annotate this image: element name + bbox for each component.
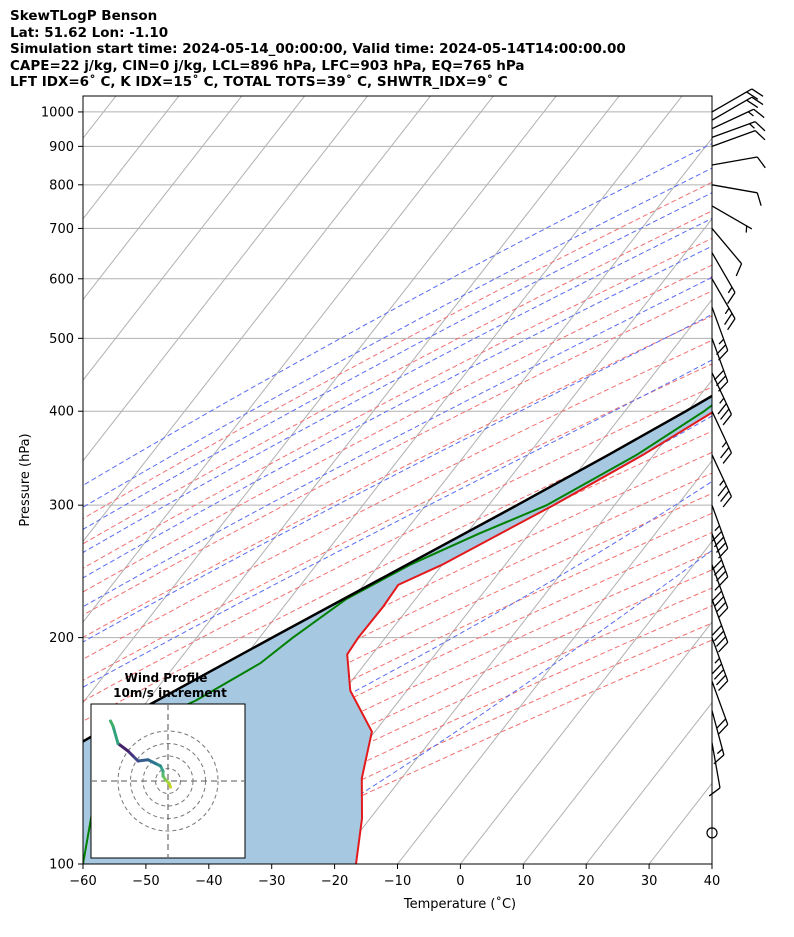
wind-barb	[711, 680, 729, 735]
x-tick-label: −60	[69, 874, 96, 889]
hodograph-segment	[116, 742, 130, 753]
wind-barb	[711, 410, 733, 464]
calm-wind-marker	[706, 827, 718, 839]
x-tick-label: −40	[195, 874, 222, 889]
isotherm-line	[460, 540, 712, 864]
dry-adiabat-line	[83, 512, 712, 816]
y-tick-label: 200	[49, 631, 74, 646]
wind-barb	[711, 88, 764, 113]
dry-adiabat-line	[83, 290, 712, 616]
wind-barb	[711, 156, 766, 169]
temperature-line	[346, 411, 712, 864]
hodograph-segment	[111, 724, 120, 745]
y-tick-label: 1000	[41, 105, 74, 120]
x-axis-label: Temperature (˚C)	[403, 896, 516, 912]
isotherm-line	[83, 96, 431, 543]
isotherm-line	[522, 621, 712, 864]
wind-barb	[711, 372, 733, 426]
chart-header: SkewTLogP Benson Lat: 51.62 Lon: -1.10 S…	[10, 8, 626, 91]
isotherm-line	[83, 96, 243, 301]
dry-adiabat-line	[83, 181, 712, 520]
isotherm-line	[83, 96, 368, 462]
dry-adiabat-line	[83, 264, 712, 593]
dry-adiabat-line	[83, 531, 712, 834]
wind-barb	[711, 96, 764, 121]
wind-barb	[711, 637, 729, 692]
dry-adiabat-line	[83, 339, 712, 660]
wind-barb	[711, 598, 729, 653]
chart-title: SkewTLogP Benson	[10, 8, 158, 24]
moist-adiabat-line	[83, 245, 712, 579]
moist-adiabat-line	[83, 313, 712, 643]
x-tick-label: 0	[456, 874, 464, 889]
x-tick-label: 10	[515, 874, 532, 889]
y-tick-label: 500	[49, 332, 74, 347]
isotherm-line	[83, 96, 306, 381]
moist-adiabat-line	[83, 276, 712, 608]
isotherm-line	[83, 96, 494, 623]
moist-adiabat-line	[83, 217, 712, 554]
wind-barbs	[706, 88, 766, 839]
axes: −60 −50 −40 −30 −20 −10 0 10 20 30 40 1000 900 800 700…	[41, 105, 720, 889]
moist-adiabat-line	[83, 192, 712, 530]
wind-barb	[711, 108, 765, 130]
wind-barb	[708, 742, 721, 797]
hodograph-segment	[109, 719, 115, 728]
y-axis-label: Pressure (hPa)	[18, 433, 33, 526]
dry-adiabat-line	[83, 408, 712, 722]
wind-barb	[711, 252, 736, 305]
hodograph-subtitle: 10m/s increment	[113, 686, 227, 700]
wind-barb	[711, 710, 725, 765]
y-tick-label: 100	[49, 858, 74, 873]
x-tick-label: −20	[321, 874, 348, 889]
dry-adiabat-line	[83, 550, 712, 851]
wind-barb	[711, 130, 766, 147]
wind-barb	[711, 228, 743, 277]
parcel-line	[83, 394, 712, 743]
wind-barb	[711, 338, 729, 392]
stability-indices-2: LFT IDX=6˚ C, K IDX=15˚ C, TOTAL TOTS=39…	[10, 74, 508, 90]
x-tick-label: −10	[384, 874, 411, 889]
x-tick-label: 40	[704, 874, 721, 889]
moist-adiabat-line	[83, 167, 712, 508]
wind-barb	[711, 121, 766, 139]
y-tick-label: 900	[49, 140, 74, 155]
hodograph-title: Wind Profile	[125, 671, 208, 685]
wind-barb	[711, 205, 753, 233]
station-location: Lat: 51.62 Lon: -1.10	[10, 24, 169, 41]
isotherm-line	[585, 701, 712, 864]
wind-barb	[711, 454, 733, 508]
x-tick-label: −50	[132, 874, 159, 889]
dry-adiabat-line	[83, 363, 712, 681]
dry-adiabat-line	[83, 451, 712, 761]
x-tick-label: −30	[258, 874, 285, 889]
hodograph-ring	[117, 730, 219, 832]
stability-indices-1: CAPE=22 j/kg, CIN=0 j/kg, LCL=896 hPa, L…	[10, 57, 525, 74]
x-tick-label: 30	[641, 874, 658, 889]
wind-barb	[711, 278, 736, 331]
mixing-ratio-line	[772, 96, 794, 279]
y-tick-label: 700	[49, 222, 74, 237]
y-tick-label: 400	[49, 405, 74, 420]
wind-barb	[711, 306, 729, 361]
x-tick-label: 20	[578, 874, 595, 889]
simulation-times: Simulation start time: 2024-05-14_00:00:…	[10, 41, 626, 57]
isotherm-line	[83, 96, 557, 704]
wind-barb	[711, 564, 729, 619]
dewpoint-line	[83, 404, 712, 864]
hodograph-inset: Wind Profile 10m/s increment	[90, 671, 246, 859]
hodograph-segment	[136, 758, 150, 763]
y-tick-label: 800	[49, 178, 74, 193]
y-tick-label: 600	[49, 272, 74, 287]
dry-adiabat-line	[83, 492, 712, 798]
moist-adiabat-line	[83, 359, 712, 688]
y-tick-label: 300	[49, 499, 74, 514]
isotherm-line	[334, 379, 712, 864]
wind-barb	[711, 184, 762, 206]
